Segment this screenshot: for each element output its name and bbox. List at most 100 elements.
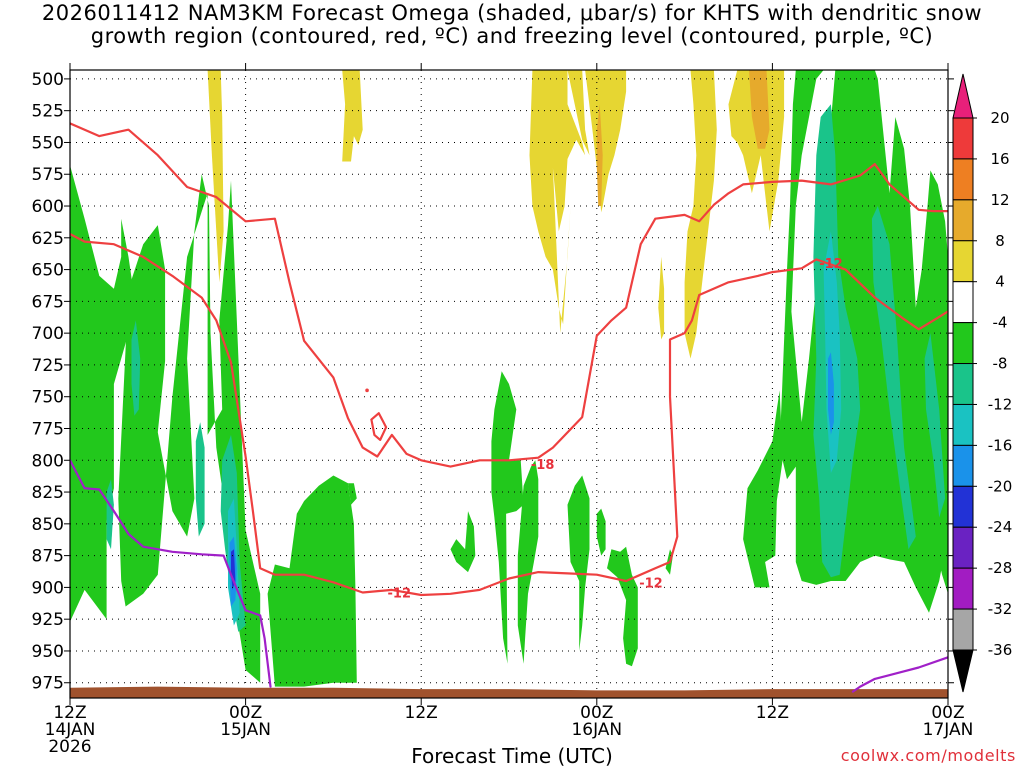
colorbar-bin-6: [952, 322, 974, 365]
colorbar-bin-12: [952, 567, 974, 610]
dgz-contour-dot: [365, 388, 369, 393]
colorbar-label-8: -16: [988, 436, 1013, 454]
x-tick-label-12-1: 15JAN: [220, 720, 271, 740]
y-tick-label-825: 825: [32, 483, 64, 503]
colorbar-bin-13: [952, 608, 974, 651]
colorbar-label-5: -4: [993, 314, 1008, 332]
terrain-layer: [70, 686, 948, 698]
y-tick-label-975: 975: [32, 674, 64, 694]
freezing-level-left: [70, 459, 272, 688]
x-tick-label-0-0: 12Z: [53, 703, 86, 723]
y-tick-label-700: 700: [32, 324, 64, 344]
dgz-contour-lower: [70, 232, 948, 597]
y-tick-label-650: 650: [32, 261, 64, 281]
colorbar-label-3: 8: [995, 232, 1005, 250]
y-tick-label-850: 850: [32, 515, 64, 535]
y-tick-label-875: 875: [32, 547, 64, 567]
dgz-label-1: -12: [388, 586, 412, 601]
y-tick-label-950: 950: [32, 642, 64, 662]
chart-title-line-1: 2026011412 NAM3KM Forecast Omega (shaded…: [41, 1, 983, 25]
omega-region-1: [118, 174, 261, 683]
colorbar-bin-11: [952, 526, 974, 569]
x-tick-label-48-0: 12Z: [756, 703, 789, 723]
omega-region-14: [106, 479, 114, 550]
plot-frame: [69, 69, 949, 699]
colorbar-underflow-bottom: [952, 649, 974, 693]
y-tick-label-675: 675: [32, 292, 64, 312]
omega-region-19: [924, 333, 946, 518]
colorbar-label-1: 16: [990, 150, 1009, 168]
colorbar-bin-8: [952, 403, 974, 446]
y-tick-label-750: 750: [32, 388, 64, 408]
y-tick-label-925: 925: [32, 610, 64, 630]
terrain-fill: [70, 686, 948, 698]
colorbar-label-12: -32: [988, 600, 1013, 618]
colorbar-label-11: -28: [988, 559, 1013, 577]
freezing-level-right: [851, 656, 948, 693]
omega-region-8: [596, 508, 606, 556]
x-tick-label-0-2: 2026: [48, 737, 91, 757]
omega-shading: [70, 70, 948, 687]
y-tick-label-600: 600: [32, 197, 64, 217]
dgz-contour-loop: [370, 412, 388, 441]
x-tick-label-36-1: 16JAN: [571, 720, 622, 740]
omega-region-18: [871, 206, 916, 550]
omega-region-21: [823, 231, 842, 473]
omega-region-7: [567, 475, 590, 651]
colorbar-label-13: -36: [988, 641, 1013, 659]
omega-region-26: [342, 70, 363, 162]
colorbar-label-9: -20: [988, 477, 1013, 495]
colorbar: 20 16 12 8 4 -4 -8 -12 -16 -20 -24 -28 -32 -36: [952, 73, 1013, 693]
omega-region-4: [450, 511, 476, 573]
y-tick-label-500: 500: [32, 70, 64, 90]
contour-lines: -12 -18 -12 -12: [70, 122, 948, 693]
colorbar-bin-3: [952, 199, 974, 242]
x-axis-label: Forecast Time (UTC): [411, 744, 613, 768]
omega-region-0: [70, 165, 136, 622]
x-tick-label-24-0: 12Z: [405, 703, 438, 723]
y-tick-label-525: 525: [32, 102, 64, 122]
grid-lines: [70, 70, 948, 698]
omega-region-5: [491, 371, 524, 664]
omega-region-31: [684, 70, 717, 359]
colorbar-overflow-top: [952, 73, 974, 119]
colorbar-label-0: 20: [990, 109, 1009, 127]
colorbar-label-10: -24: [988, 518, 1013, 536]
colorbar-label-7: -12: [988, 395, 1013, 413]
y-tick-label-625: 625: [32, 229, 64, 249]
y-tick-label-575: 575: [32, 165, 64, 185]
omega-region-23: [828, 352, 834, 435]
y-tick-label-550: 550: [32, 133, 64, 153]
colorbar-bin-9: [952, 444, 974, 487]
chart-title: 2026011412 NAM3KM Forecast Omega (shaded…: [0, 2, 1024, 48]
omega-region-29: [585, 70, 627, 213]
plot-border: [69, 69, 949, 699]
colorbar-bin-1: [952, 117, 974, 160]
omega-region-3: [348, 483, 357, 505]
y-tick-label-800: 800: [32, 451, 64, 471]
colorbar-bin-10: [952, 485, 974, 528]
colorbar-label-2: 12: [990, 191, 1009, 209]
colorbar-bin-5: [952, 281, 974, 324]
colorbar-bin-7: [952, 363, 974, 405]
omega-region-15: [195, 422, 205, 537]
colorbar-label-4: 4: [995, 273, 1005, 291]
y-tick-label-900: 900: [32, 578, 64, 598]
y-tick-label-725: 725: [32, 356, 64, 376]
colorbar-bin-4: [952, 240, 974, 283]
omega-region-34: [749, 70, 770, 149]
dgz-label-3: -12: [639, 576, 663, 591]
x-tick-label-60-0: 00Z: [931, 703, 964, 723]
omega-region-6: [517, 460, 539, 664]
omega-region-25: [207, 70, 224, 283]
dgz-contour-upper: [70, 122, 948, 468]
omega-region-13: [131, 320, 141, 416]
dgz-label-2: -18: [531, 458, 555, 473]
x-tick-label-60-1: 17JAN: [923, 720, 974, 740]
omega-region-33: [596, 104, 603, 206]
colorbar-label-6: -8: [993, 355, 1008, 373]
chart-title-line-2: growth region (contoured, red, ºC) and f…: [90, 24, 934, 48]
x-tick-label-12-0: 00Z: [229, 703, 262, 723]
